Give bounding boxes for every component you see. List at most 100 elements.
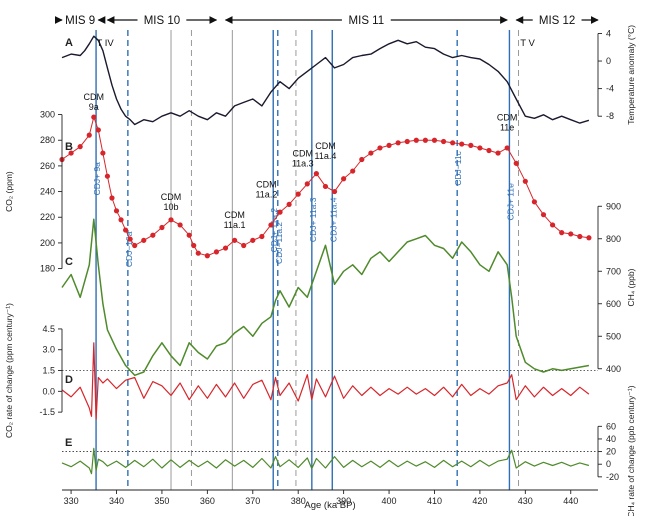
data-point-co2 xyxy=(586,235,592,241)
y-tick-label-E: 40 xyxy=(606,434,616,444)
data-point-co2 xyxy=(440,138,447,145)
event-line-label: CDJ+ 11a.2 xyxy=(269,208,279,253)
data-point-co2 xyxy=(495,150,501,156)
y-tick-label-B: 220 xyxy=(40,212,55,222)
mis-label: MIS 12 xyxy=(539,15,575,27)
data-point-co2 xyxy=(477,145,483,151)
cdm-annotation: CDM 11a.2 xyxy=(255,179,277,199)
x-tick-label: 420 xyxy=(472,496,487,506)
y-tick-label-B: 180 xyxy=(40,264,55,274)
series-line-ch4 xyxy=(61,218,590,377)
y-tick-label-E: 20 xyxy=(606,447,616,457)
cdm-annotation: CDM 11a.1 xyxy=(224,210,246,230)
x-tick-label: 380 xyxy=(291,496,306,506)
y-axis-title-E: CH₄ rate of change (ppb century⁻¹) xyxy=(626,385,636,516)
y-tick-label-D: 3.0 xyxy=(42,345,55,355)
data-point-co2 xyxy=(459,141,465,147)
data-point-co2 xyxy=(504,145,510,151)
data-point-co2 xyxy=(331,188,338,195)
x-tick-label: 410 xyxy=(427,496,442,506)
data-point-co2 xyxy=(568,231,574,237)
event-line-label: CDJ+ 11e xyxy=(505,183,515,221)
data-point-co2 xyxy=(404,138,410,145)
data-point-co2 xyxy=(177,222,183,228)
data-point-co2 xyxy=(304,181,310,187)
y-tick-label-B: 260 xyxy=(40,161,55,171)
data-point-co2 xyxy=(95,127,101,133)
cdm-annotation: CDM 11a.4 xyxy=(315,141,337,161)
data-point-co2 xyxy=(450,140,456,146)
data-point-co2 xyxy=(377,145,383,151)
y-tick-label-B: 240 xyxy=(40,187,55,197)
data-point-co2 xyxy=(250,237,256,243)
data-point-co2 xyxy=(522,178,528,184)
y-tick-label-D: 0.0 xyxy=(42,386,55,396)
data-point-co2 xyxy=(259,233,265,240)
y-tick-label-A: 4 xyxy=(606,28,611,38)
y-tick-label-B: 200 xyxy=(40,238,55,248)
data-point-co2 xyxy=(540,212,547,218)
x-tick-label: 430 xyxy=(518,496,533,506)
y-tick-label-E: 0 xyxy=(606,459,611,469)
x-tick-label: 350 xyxy=(154,496,169,506)
y-tick-label-C: 400 xyxy=(606,364,621,374)
data-point-co2 xyxy=(109,195,115,201)
data-point-co2 xyxy=(122,227,129,233)
event-line-label: CDJ−10a xyxy=(124,231,134,267)
data-point-co2 xyxy=(204,253,210,259)
data-point-co2 xyxy=(341,176,347,182)
y-tick-label-D: 4.5 xyxy=(42,324,55,334)
x-tick-label: 340 xyxy=(109,496,124,506)
event-line-label: CDJ−11c xyxy=(453,150,463,185)
panel-label-C: C xyxy=(65,256,73,268)
y-axis-title-D: CO₂ rate of change (ppm century⁻¹) xyxy=(4,303,14,438)
data-point-co2 xyxy=(127,236,133,242)
x-tick-label: 400 xyxy=(382,496,397,506)
y-tick-label-B: 300 xyxy=(40,110,55,120)
y-tick-label-A: -8 xyxy=(606,111,614,121)
event-lines xyxy=(95,30,520,490)
y-tick-label-C: 500 xyxy=(606,331,621,341)
data-point-co2 xyxy=(132,242,138,249)
data-point-co2 xyxy=(559,230,565,236)
data-point-co2 xyxy=(322,183,329,190)
termination-label: T V xyxy=(520,38,535,49)
data-point-co2 xyxy=(395,140,401,146)
cdm-annotation: CDM 10b xyxy=(161,192,182,212)
data-point-co2 xyxy=(159,224,165,231)
y-tick-label-E: 60 xyxy=(606,421,616,431)
termination-label: T IV xyxy=(97,38,115,49)
data-point-co2 xyxy=(150,232,156,238)
data-point-co2 xyxy=(431,137,438,143)
data-point-co2 xyxy=(368,150,374,156)
cdm-annotation: CDM 11e xyxy=(497,113,518,133)
event-line-label: CDJ−11a.2 xyxy=(274,222,284,264)
y-tick-label-E: -20 xyxy=(606,472,619,482)
data-point-co2 xyxy=(86,132,92,138)
x-axis-title: Age (ka BP) xyxy=(304,500,355,511)
y-tick-label-D: 1.5 xyxy=(42,366,55,376)
series-line-co2_rate xyxy=(61,342,590,420)
panel-label-D: D xyxy=(65,374,73,386)
panel-label-A: A xyxy=(65,37,73,49)
event-line-label: CDJ+ 11a.4 xyxy=(328,197,338,242)
y-tick-label-C: 700 xyxy=(606,266,621,276)
y-tick-label-C: 600 xyxy=(606,299,621,309)
y-tick-label-A: 0 xyxy=(606,56,611,66)
data-point-co2 xyxy=(486,147,492,154)
series-line-temperature xyxy=(61,35,590,126)
mis-label: MIS 9 xyxy=(65,15,95,27)
data-point-co2 xyxy=(295,191,301,197)
data-point-co2 xyxy=(213,249,220,255)
data-point-co2 xyxy=(241,242,247,249)
y-tick-label-A: -4 xyxy=(606,84,614,94)
data-point-co2 xyxy=(104,173,111,179)
series-points-co2 xyxy=(59,114,592,259)
data-point-co2 xyxy=(222,245,229,251)
series-line-ch4_rate xyxy=(61,447,590,475)
panel-label-B: B xyxy=(65,141,73,153)
x-tick-label: 370 xyxy=(245,496,260,506)
y-axis-title-B: CO₂ (ppm) xyxy=(4,171,14,212)
panel-label-E: E xyxy=(65,437,72,449)
